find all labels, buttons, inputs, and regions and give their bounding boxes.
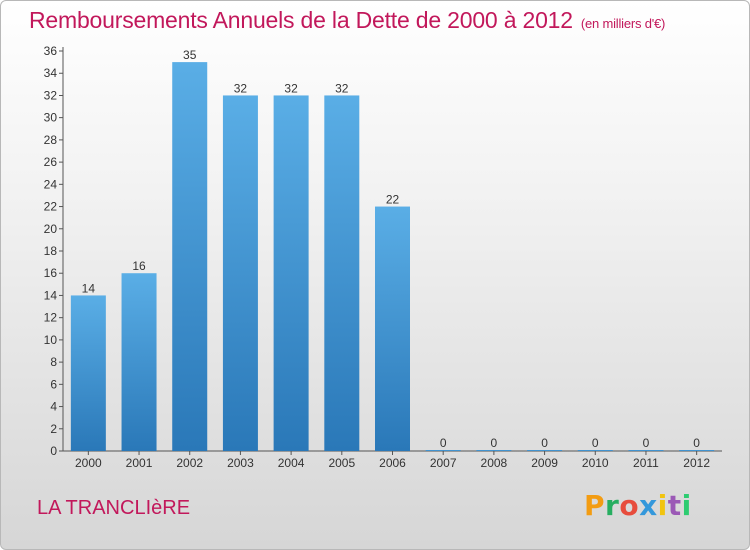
bar <box>628 450 664 451</box>
data-label: 16 <box>132 259 146 273</box>
bar <box>375 206 410 451</box>
y-tick-label: 6 <box>50 377 57 391</box>
y-tick-label: 34 <box>44 66 58 80</box>
logo-letter: i <box>657 489 668 522</box>
x-tick-label: 2002 <box>176 456 203 470</box>
y-tick-label: 20 <box>44 222 58 236</box>
logo-letter: o <box>619 489 640 522</box>
y-tick-label: 8 <box>50 355 57 369</box>
y-tick-label: 0 <box>50 444 57 458</box>
data-label: 0 <box>592 436 599 450</box>
bar <box>172 62 208 451</box>
x-tick-label: 2008 <box>481 456 508 470</box>
logo-letter: x <box>639 489 658 522</box>
logo-letter: r <box>605 489 620 522</box>
bar <box>679 450 715 451</box>
logo-letter: i <box>681 489 692 522</box>
logo-letter: P <box>584 489 606 522</box>
x-tick-label: 2006 <box>379 456 406 470</box>
y-tick-label: 32 <box>44 88 58 102</box>
bar <box>577 450 613 451</box>
x-tick-label: 2004 <box>278 456 305 470</box>
y-tick-label: 30 <box>44 111 58 125</box>
y-tick-label: 4 <box>50 400 57 414</box>
y-tick-label: 22 <box>44 200 58 214</box>
bar <box>273 95 309 451</box>
bar <box>70 295 106 451</box>
data-label: 0 <box>541 436 548 450</box>
y-tick-label: 12 <box>44 311 58 325</box>
data-label: 35 <box>183 48 197 62</box>
y-tick-label: 2 <box>50 422 57 436</box>
data-label: 0 <box>440 436 447 450</box>
bar <box>324 95 360 451</box>
y-tick-label: 14 <box>44 288 58 302</box>
y-tick-label: 18 <box>44 244 58 258</box>
data-label: 32 <box>284 81 298 95</box>
x-tick-label: 2011 <box>633 456 659 470</box>
x-tick-label: 2010 <box>582 456 609 470</box>
y-tick-label: 28 <box>44 133 58 147</box>
chart-subtitle: (en milliers d'€) <box>580 16 666 31</box>
y-tick-label: 24 <box>44 177 58 191</box>
bar <box>425 450 461 451</box>
x-tick-label: 2003 <box>227 456 254 470</box>
y-tick-label: 10 <box>44 333 58 347</box>
proxiti-logo: Proxiti <box>584 489 692 522</box>
data-label: 32 <box>335 81 349 95</box>
x-tick-label: 2009 <box>531 456 558 470</box>
data-label: 0 <box>693 436 700 450</box>
y-tick-label: 16 <box>44 266 58 280</box>
y-tick-label: 26 <box>44 155 58 169</box>
bar <box>222 95 258 451</box>
y-tick-label: 36 <box>44 44 58 58</box>
data-label: 14 <box>82 281 96 295</box>
bar <box>121 273 157 451</box>
x-tick-label: 2005 <box>328 456 355 470</box>
data-label: 22 <box>386 193 400 207</box>
bar <box>476 450 512 451</box>
x-tick-label: 2001 <box>126 456 153 470</box>
x-tick-label: 2007 <box>430 456 457 470</box>
x-tick-label: 2012 <box>683 456 710 470</box>
x-tick-label: 2000 <box>75 456 102 470</box>
data-label: 0 <box>491 436 498 450</box>
bar <box>527 450 563 451</box>
logo-letter: t <box>667 489 682 522</box>
data-label: 32 <box>234 81 248 95</box>
data-label: 0 <box>643 436 650 450</box>
chart-title: Remboursements Annuels de la Dette de 20… <box>29 7 665 34</box>
chart-title-text: Remboursements Annuels de la Dette de 20… <box>29 7 573 33</box>
town-name: LA TRANCLIèRE <box>37 497 191 519</box>
